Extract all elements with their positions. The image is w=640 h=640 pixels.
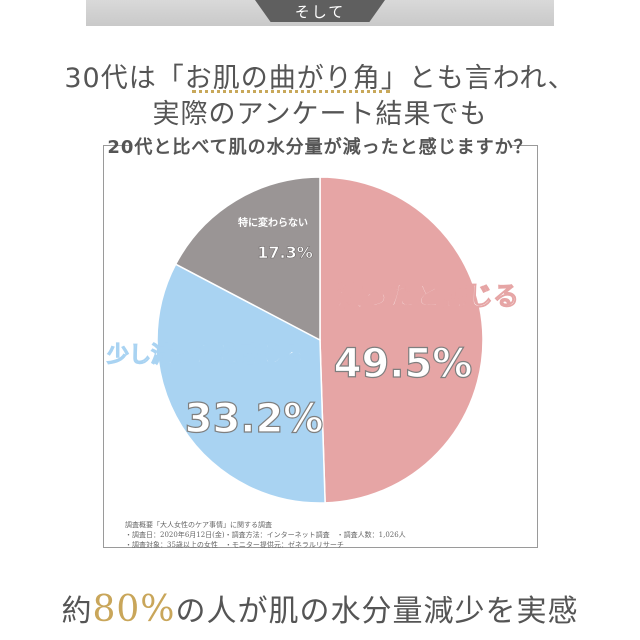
headline-line-1: 30代は「お肌の曲がり角」とも言われ、 xyxy=(64,63,576,94)
chart-frame xyxy=(103,145,538,548)
slice-value-2: 33.2% xyxy=(185,396,324,442)
conclusion-suffix: の人が肌の水分量減少を実感 xyxy=(175,594,579,629)
survey-footnote-2: ・調査日：2020年6月12日(金)・調査方法：インターネット調査 ・調査人数：… xyxy=(125,531,406,539)
section-tab-label: そして xyxy=(294,2,346,21)
conclusion-text: 約80%の人が肌の水分量減少を実感 xyxy=(0,586,640,630)
slice-label-1: 減ったと感じる xyxy=(337,282,519,312)
slice-label-2: 少し減ったと感じる xyxy=(106,342,305,368)
slice-label-3: 特に変わらない xyxy=(238,216,308,229)
headline-line-2: 実際のアンケート結果でも xyxy=(152,99,488,130)
chart-title: 20代と比べて肌の水分量が減ったと感じますか？ xyxy=(107,137,533,158)
pie-slice-1 xyxy=(319,176,484,504)
section-tab: そして xyxy=(255,0,385,22)
chart-frame-top-right xyxy=(510,145,537,146)
pie-slice-2 xyxy=(156,263,326,504)
survey-footnote-1: 調査概要「大人女性のケア事情」に関する調査 xyxy=(125,521,272,529)
chart-frame-top-left xyxy=(103,145,129,146)
pie-slice-3 xyxy=(174,176,321,342)
survey-footnote-3: ・調査対象：35歳以上の女性 ・モニター提供元：ゼネラルリサーチ xyxy=(125,541,344,549)
conclusion-prefix: 約 xyxy=(61,594,93,629)
slice-value-3: 17.3% xyxy=(257,243,313,262)
conclusion-percent: 80% xyxy=(92,589,176,630)
slice-value-1: 49.5% xyxy=(334,341,473,387)
headline-emphasis-dots xyxy=(192,90,390,93)
